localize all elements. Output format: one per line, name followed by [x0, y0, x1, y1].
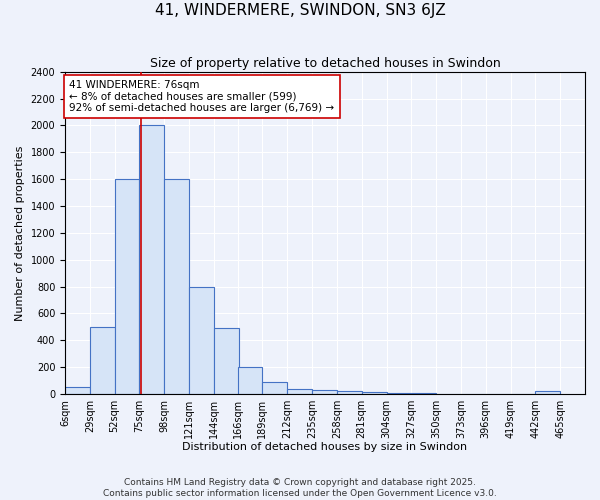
Bar [337, 392, 362, 394]
Bar [90, 327, 115, 394]
Text: 41 WINDERMERE: 76sqm
← 8% of detached houses are smaller (599)
92% of semi-detac: 41 WINDERMERE: 76sqm ← 8% of detached ho… [70, 80, 334, 113]
X-axis label: Distribution of detached houses by size in Swindon: Distribution of detached houses by size … [182, 442, 467, 452]
Bar [164, 179, 189, 394]
Bar [238, 367, 262, 394]
Bar [386, 393, 412, 394]
Title: Size of property relative to detached houses in Swindon: Size of property relative to detached ho… [149, 58, 500, 70]
Bar [214, 328, 239, 394]
Text: Contains HM Land Registry data © Crown copyright and database right 2025.
Contai: Contains HM Land Registry data © Crown c… [103, 478, 497, 498]
Y-axis label: Number of detached properties: Number of detached properties [15, 145, 25, 320]
Bar [312, 390, 337, 394]
Bar [535, 392, 560, 394]
Bar [139, 126, 164, 394]
Bar [65, 388, 90, 394]
Bar [189, 286, 214, 394]
Bar [287, 388, 312, 394]
Text: 41, WINDERMERE, SWINDON, SN3 6JZ: 41, WINDERMERE, SWINDON, SN3 6JZ [155, 2, 445, 18]
Bar [362, 392, 386, 394]
Bar [115, 179, 139, 394]
Bar [262, 382, 287, 394]
